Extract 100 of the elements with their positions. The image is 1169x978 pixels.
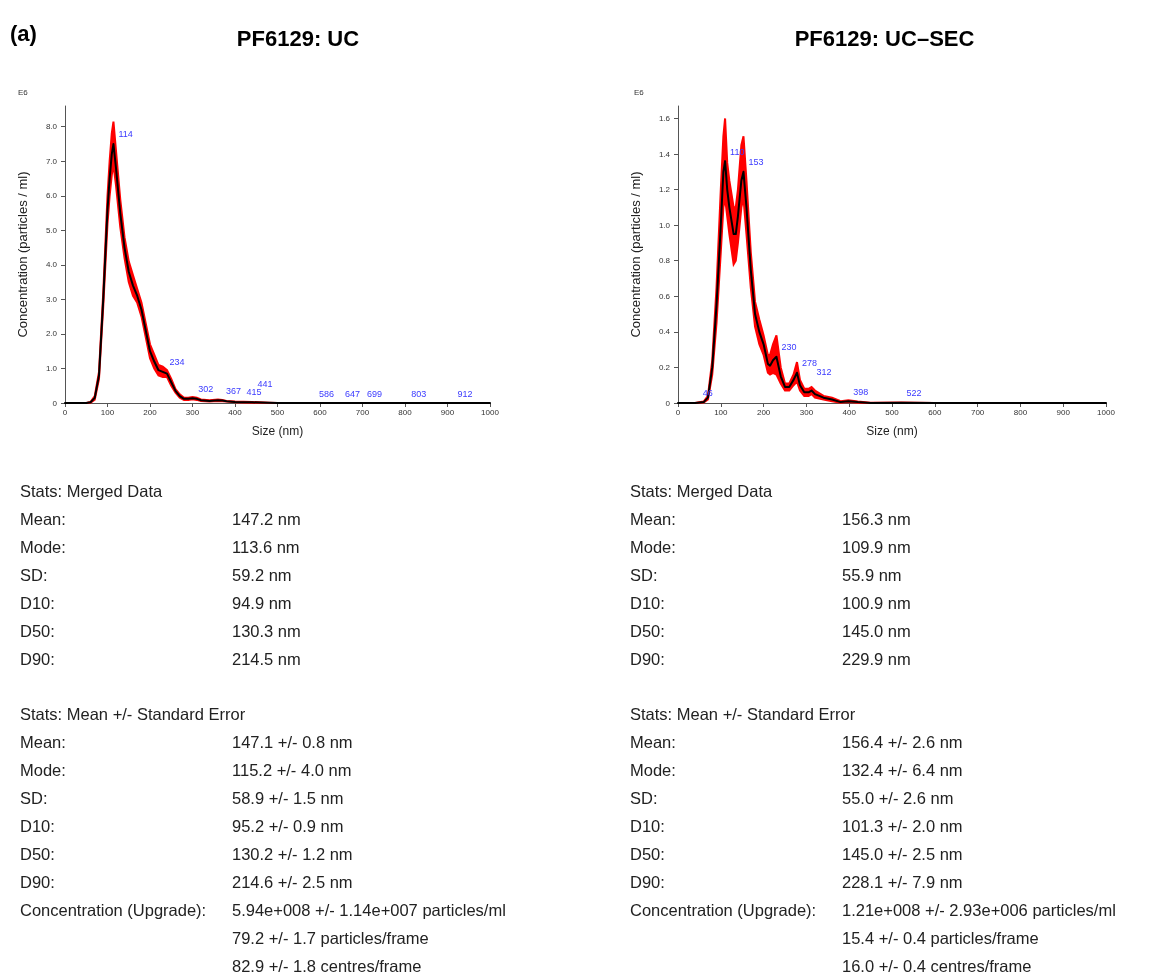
text: 55.9 nm	[842, 565, 902, 586]
x-tick-label: 200	[756, 407, 771, 417]
x-tick-label: 400	[842, 407, 857, 417]
annotation: 912	[457, 388, 473, 399]
text: 109.9 nm	[842, 537, 911, 558]
text: D90:	[630, 649, 666, 670]
text: D90:	[630, 872, 666, 893]
x-tick-label: 400	[228, 407, 243, 417]
annotation: 441	[257, 378, 273, 389]
x-tick-label: 300	[799, 407, 814, 417]
text: 5.94e+008 +/- 1.14e+007 particles/ml 79.2 +/- 1.7 particles/frame 82.9 +/- 1.8 centres/frame	[232, 900, 506, 977]
x-tick-label: 700	[355, 407, 370, 417]
y-axis-title: Concentration (particles / ml)	[628, 171, 643, 338]
text: SD:	[630, 565, 659, 586]
text: 214.5 nm	[232, 649, 301, 670]
y-tick-label: 5.0	[45, 225, 58, 235]
text: 94.9 nm	[232, 593, 292, 614]
annotation: 367	[225, 385, 242, 396]
text: Mean:	[20, 509, 67, 530]
x-axis-title: Size (nm)	[251, 424, 304, 438]
y-tick-label: 4.0	[45, 260, 58, 270]
text: Stats: Mean +/- Standard Error	[20, 704, 247, 725]
text: D90:	[20, 649, 56, 670]
annotation: 234	[169, 357, 185, 368]
x-tick-label: 800	[398, 407, 413, 417]
text: Mode:	[630, 760, 677, 781]
x-tick-label: 500	[270, 407, 285, 417]
x-tick-label: 200	[143, 407, 158, 417]
text: SD:	[20, 788, 49, 809]
text: Concentration (Upgrade):	[20, 900, 208, 921]
x-tick-label: 100	[714, 407, 729, 417]
text: SD:	[20, 565, 49, 586]
x-tick-label: 0	[675, 407, 681, 417]
text: Concentration (Upgrade):	[630, 900, 818, 921]
y-tick-label: 1.0	[658, 220, 671, 230]
annotation: 647	[344, 388, 361, 399]
text: 228.1 +/- 7.9 nm	[842, 872, 963, 893]
text: D50:	[630, 844, 666, 865]
annotation: 398	[853, 386, 869, 397]
y-axis-title: Concentration (particles / ml)	[15, 171, 30, 338]
text: Mode:	[630, 537, 677, 558]
y-tick-label: 0.4	[658, 327, 671, 337]
annotation: 153	[748, 157, 764, 168]
text: D10:	[20, 816, 56, 837]
x-axis-title: Size (nm)	[866, 424, 918, 438]
y-tick-label: 0	[52, 398, 58, 408]
text: E6	[18, 87, 29, 97]
text: 58.9 +/- 1.5 nm	[232, 788, 344, 809]
text: D10:	[630, 593, 666, 614]
text: D50:	[20, 844, 56, 865]
x-tick-label: 500	[885, 407, 900, 417]
text: 1.21e+008 +/- 2.93e+006 particles/ml 15.4 +/- 0.4 particles/frame 16.0 +/- 0.4 centres/frame	[842, 900, 1116, 977]
y-tick-label: 8.0	[45, 122, 58, 132]
text: 59.2 nm	[232, 565, 292, 586]
text: 113.6 nm	[232, 537, 300, 558]
text: 147.1 +/- 0.8 nm	[232, 732, 353, 753]
text: 156.3 nm	[842, 509, 911, 530]
y-tick-label: 1.6	[658, 113, 671, 123]
text: D50:	[20, 621, 56, 642]
text: 100.9 nm	[842, 593, 911, 614]
x-tick-label: 700	[970, 407, 985, 417]
text: D10:	[20, 593, 56, 614]
text: Mean:	[630, 509, 677, 530]
annotation: 278	[801, 358, 818, 369]
annotation: 586	[319, 388, 335, 399]
text: Stats: Mean +/- Standard Error	[630, 704, 857, 725]
y-tick-label: 3.0	[45, 294, 58, 304]
y-tick-label: 1.0	[45, 363, 58, 373]
text: Mode:	[20, 537, 67, 558]
text: D50:	[630, 621, 666, 642]
annotation: 415	[246, 387, 262, 398]
y-tick-label: 0	[665, 398, 671, 408]
text: D10:	[630, 816, 666, 837]
text: 156.4 +/- 2.6 nm	[842, 732, 963, 753]
x-tick-label: 1000	[1097, 407, 1116, 417]
y-tick-label: 0.6	[658, 291, 671, 301]
y-tick-label: 1.4	[658, 149, 671, 159]
text: 55.0 +/- 2.6 nm	[842, 788, 954, 809]
y-tick-label: 1.2	[658, 185, 671, 195]
x-tick-label: 600	[313, 407, 328, 417]
text: 145.0 +/- 2.5 nm	[842, 844, 963, 865]
annotation: 312	[816, 367, 832, 378]
annotation: 522	[906, 388, 922, 399]
text: 95.2 +/- 0.9 nm	[232, 816, 344, 837]
x-tick-label: 800	[1013, 407, 1028, 417]
chart-title: PF6129: UC–SEC	[794, 25, 975, 51]
text: 101.3 +/- 2.0 nm	[842, 816, 963, 837]
x-tick-label: 1000	[481, 407, 500, 417]
y-tick-label: 0.8	[658, 256, 671, 266]
text: (a)	[10, 20, 37, 46]
text: Stats: Merged Data	[20, 481, 164, 502]
y-tick-label: 2.0	[45, 329, 58, 339]
text: 130.2 +/- 1.2 nm	[232, 844, 353, 865]
text: 229.9 nm	[842, 649, 911, 670]
chart-title: PF6129: UC	[236, 25, 360, 51]
text: Mean:	[630, 732, 677, 753]
text: 145.0 nm	[842, 621, 911, 642]
annotation: 699	[367, 388, 383, 399]
annotation: 302	[198, 383, 214, 394]
text: 214.6 +/- 2.5 nm	[232, 872, 353, 893]
